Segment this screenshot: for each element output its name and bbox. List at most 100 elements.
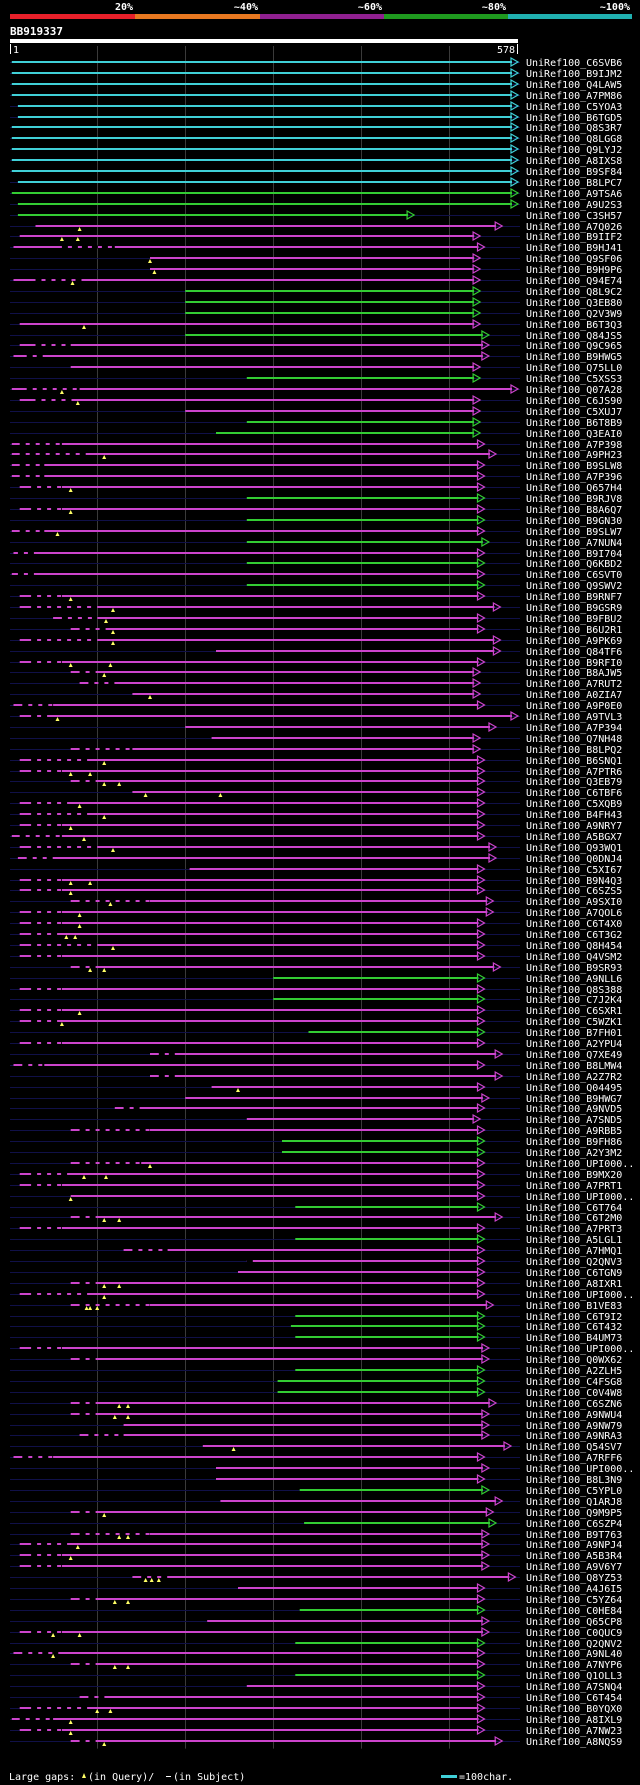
hit-row[interactable]: UniRef100_B9FBU2 bbox=[10, 612, 622, 625]
hit-label[interactable]: UniRef100_C5XQB9 bbox=[526, 799, 622, 810]
hit-label[interactable]: UniRef100_B7FH01 bbox=[526, 1028, 622, 1039]
hit-label[interactable]: UniRef100_A2ZLH5 bbox=[526, 1366, 622, 1377]
hit-row[interactable]: UniRef100_C5XUJ7 bbox=[10, 405, 622, 418]
hit-label[interactable]: UniRef100_A9NRA3 bbox=[526, 1431, 622, 1442]
hit-row[interactable]: UniRef100_B9IJM2 bbox=[10, 67, 622, 80]
hit-label[interactable]: UniRef100_B9FBU2 bbox=[526, 614, 622, 625]
hit-row[interactable]: UniRef100_A2Y3M2 bbox=[10, 1146, 622, 1159]
hit-row[interactable]: UniRef100_Q7NH48 bbox=[10, 732, 622, 745]
hit-label[interactable]: UniRef100_A9SXI0 bbox=[526, 897, 622, 908]
hit-label[interactable]: UniRef100_A4J6I5 bbox=[526, 1584, 622, 1595]
hit-row[interactable]: UniRef100_UPI000.. bbox=[10, 1288, 634, 1301]
hit-label[interactable]: UniRef100_A7NUN4 bbox=[526, 538, 622, 549]
hit-label[interactable]: UniRef100_A7QOL6 bbox=[526, 908, 622, 919]
hit-label[interactable]: UniRef100_Q75LL0 bbox=[526, 363, 622, 374]
hit-label[interactable]: UniRef100_A7NW23 bbox=[526, 1726, 622, 1737]
hit-label[interactable]: UniRef100_A9NL40 bbox=[526, 1649, 622, 1660]
hit-row[interactable]: UniRef100_B9RFI0 bbox=[10, 656, 622, 669]
hit-label[interactable]: UniRef100_Q65CP8 bbox=[526, 1617, 622, 1628]
hit-label[interactable]: UniRef100_A7PRT1 bbox=[526, 1181, 622, 1192]
hit-label[interactable]: UniRef100_UPI000.. bbox=[526, 1344, 634, 1355]
hit-row[interactable]: UniRef100_A9PK69 bbox=[10, 634, 622, 647]
hit-label[interactable]: UniRef100_Q9M9P5 bbox=[526, 1508, 622, 1519]
hit-row[interactable]: UniRef100_B8LMW4 bbox=[10, 1059, 622, 1072]
hit-row[interactable]: UniRef100_C5XSS3 bbox=[10, 372, 622, 385]
hit-label[interactable]: UniRef100_C6JS90 bbox=[526, 396, 622, 407]
hit-label[interactable]: UniRef100_Q3EB79 bbox=[526, 777, 622, 788]
hit-label[interactable]: UniRef100_B9H9P6 bbox=[526, 265, 622, 276]
hit-row[interactable]: UniRef100_B9SF84 bbox=[10, 165, 622, 178]
hit-row[interactable]: UniRef100_C5YOA3 bbox=[10, 100, 622, 113]
hit-row[interactable]: UniRef100_A2Z7R2 bbox=[10, 1070, 622, 1083]
hit-label[interactable]: UniRef100_A8NQS9 bbox=[526, 1737, 622, 1748]
hit-row[interactable]: UniRef100_Q9C965 bbox=[10, 339, 622, 352]
hit-label[interactable]: UniRef100_A7P394 bbox=[526, 723, 622, 734]
hit-row[interactable]: UniRef100_Q2V3W9 bbox=[10, 307, 622, 320]
hit-row[interactable]: UniRef100_B9MX20 bbox=[10, 1168, 622, 1181]
hit-label[interactable]: UniRef100_A9NW79 bbox=[526, 1421, 622, 1432]
hit-label[interactable]: UniRef100_B9IJM2 bbox=[526, 69, 622, 80]
hit-label[interactable]: UniRef100_A7PRT3 bbox=[526, 1224, 622, 1235]
hit-label[interactable]: UniRef100_A5BGX7 bbox=[526, 832, 622, 843]
hit-label[interactable]: UniRef100_C6TBF6 bbox=[526, 788, 622, 799]
hit-row[interactable]: UniRef100_A9V6Y7 bbox=[10, 1560, 622, 1573]
hit-label[interactable]: UniRef100_B0YQX0 bbox=[526, 1704, 622, 1715]
hit-label[interactable]: UniRef100_Q0WX62 bbox=[526, 1355, 622, 1366]
hit-label[interactable]: UniRef100_UPI000.. bbox=[526, 1159, 634, 1170]
hit-row[interactable]: UniRef100_A9NLL6 bbox=[10, 972, 622, 985]
hit-label[interactable]: UniRef100_B6TGD5 bbox=[526, 113, 622, 124]
hit-label[interactable]: UniRef100_A9NPJ4 bbox=[526, 1540, 622, 1551]
hit-label[interactable]: UniRef100_B9GSR9 bbox=[526, 603, 622, 614]
hit-row[interactable]: UniRef100_UPI000.. bbox=[10, 1190, 634, 1203]
hit-row[interactable]: UniRef100_B9RJV8 bbox=[10, 492, 622, 505]
hit-label[interactable]: UniRef100_A9RBB5 bbox=[526, 1126, 622, 1137]
hit-row[interactable]: UniRef100_Q8S388 bbox=[10, 983, 622, 996]
hit-row[interactable]: UniRef100_Q1ARJ8 bbox=[10, 1495, 622, 1508]
hit-label[interactable]: UniRef100_C4FSG8 bbox=[526, 1377, 622, 1388]
hit-label[interactable]: UniRef100_C6TGN9 bbox=[526, 1268, 622, 1279]
hit-label[interactable]: UniRef100_B9FH86 bbox=[526, 1137, 622, 1148]
hit-row[interactable]: UniRef100_Q9SF06 bbox=[10, 252, 622, 265]
hit-label[interactable]: UniRef100_Q657H4 bbox=[526, 483, 622, 494]
hit-label[interactable]: UniRef100_A8IXR1 bbox=[526, 1279, 622, 1290]
hit-label[interactable]: UniRef100_Q8S388 bbox=[526, 985, 622, 996]
hit-label[interactable]: UniRef100_Q8LGG8 bbox=[526, 134, 622, 145]
hit-row[interactable]: UniRef100_B9GN30 bbox=[10, 514, 622, 527]
hit-row[interactable]: UniRef100_C0QUC9 bbox=[10, 1626, 622, 1639]
hit-row[interactable]: UniRef100_A9NVD5 bbox=[10, 1102, 622, 1115]
hit-row[interactable]: UniRef100_Q0DNJ4 bbox=[10, 852, 622, 865]
hit-row[interactable]: UniRef100_B8LPC7 bbox=[10, 176, 622, 189]
hit-row[interactable]: UniRef100_A2YPU4 bbox=[10, 1037, 622, 1050]
hit-label[interactable]: UniRef100_Q8YZ53 bbox=[526, 1573, 622, 1584]
hit-label[interactable]: UniRef100_UPI000.. bbox=[526, 1464, 634, 1475]
hit-row[interactable]: UniRef100_B9FH86 bbox=[10, 1135, 622, 1148]
hit-label[interactable]: UniRef100_A7RUT2 bbox=[526, 679, 622, 690]
hit-label[interactable]: UniRef100_Q3EAI0 bbox=[526, 429, 622, 440]
hit-row[interactable]: UniRef100_A8IXL9 bbox=[10, 1713, 622, 1726]
hit-label[interactable]: UniRef100_B6U2R1 bbox=[526, 625, 622, 636]
hit-label[interactable]: UniRef100_B9SR93 bbox=[526, 963, 622, 974]
hit-row[interactable]: UniRef100_A7HMQ1 bbox=[10, 1244, 622, 1257]
hit-row[interactable]: UniRef100_A7SNQ4 bbox=[10, 1680, 622, 1693]
hit-row[interactable]: UniRef100_A0ZIA7 bbox=[10, 688, 622, 701]
hit-label[interactable]: UniRef100_Q9LYJ2 bbox=[526, 145, 622, 156]
hit-row[interactable]: UniRef100_Q2QNV3 bbox=[10, 1255, 622, 1268]
hit-label[interactable]: UniRef100_B6T8B9 bbox=[526, 418, 622, 429]
hit-row[interactable]: UniRef100_B9N4Q3 bbox=[10, 874, 622, 887]
hit-label[interactable]: UniRef100_Q93WQ1 bbox=[526, 843, 622, 854]
hit-label[interactable]: UniRef100_B9HWG5 bbox=[526, 352, 622, 363]
hit-row[interactable]: UniRef100_C6SZS5 bbox=[10, 884, 622, 897]
hit-row[interactable]: UniRef100_C6TGN9 bbox=[10, 1266, 622, 1279]
hit-label[interactable]: UniRef100_A7P398 bbox=[526, 440, 622, 451]
hit-row[interactable]: UniRef100_B7FH01 bbox=[10, 1026, 622, 1039]
hit-row[interactable]: UniRef100_A5LGL1 bbox=[10, 1233, 622, 1246]
hit-row[interactable]: UniRef100_UPI000.. bbox=[10, 1157, 634, 1170]
hit-label[interactable]: UniRef100_UPI000.. bbox=[526, 1290, 634, 1301]
hit-label[interactable]: UniRef100_Q7XE49 bbox=[526, 1050, 622, 1061]
hit-row[interactable]: UniRef100_A9NRA3 bbox=[10, 1429, 622, 1442]
hit-label[interactable]: UniRef100_A9PH23 bbox=[526, 450, 622, 461]
hit-row[interactable]: UniRef100_A9NPJ4 bbox=[10, 1538, 622, 1551]
hit-label[interactable]: UniRef100_A7HMQ1 bbox=[526, 1246, 622, 1257]
hit-row[interactable]: UniRef100_B9HWG5 bbox=[10, 350, 622, 363]
hit-row[interactable]: UniRef100_A7Q026 bbox=[10, 220, 622, 233]
